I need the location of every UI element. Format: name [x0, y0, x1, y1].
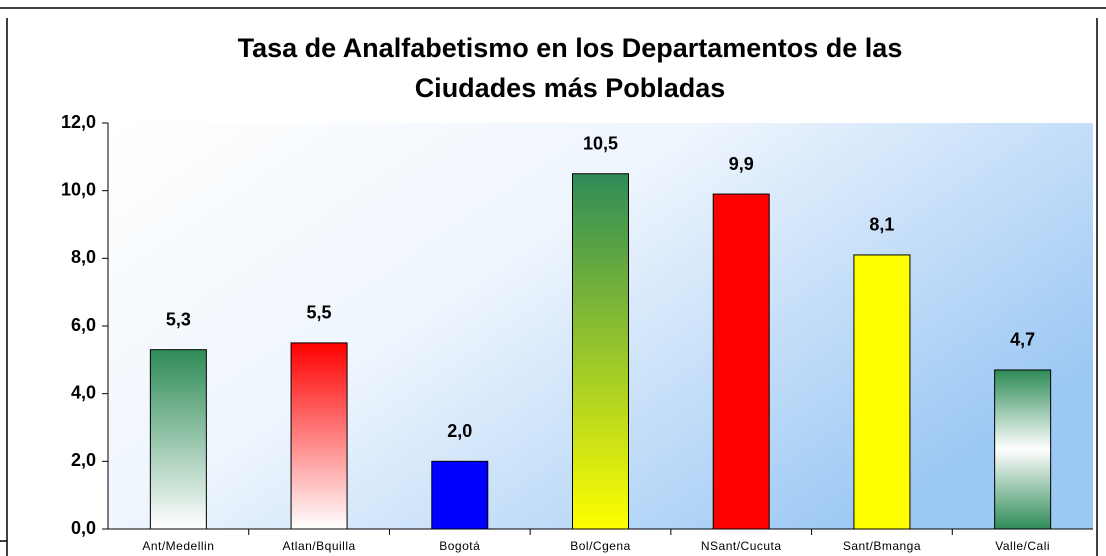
value-label: 5,3: [166, 309, 191, 329]
y-tick-label: 8,0: [71, 247, 96, 267]
value-label: 8,1: [869, 215, 894, 235]
y-tick-label: 4,0: [71, 382, 96, 402]
bar: [290, 342, 348, 530]
value-label: 5,5: [307, 303, 332, 323]
y-tick-label: 6,0: [71, 315, 96, 335]
bar: [572, 173, 629, 530]
value-label: 4,7: [1010, 330, 1035, 350]
x-tick-label: Ant/Medellin: [142, 539, 214, 553]
value-label: 9,9: [729, 154, 754, 174]
x-tick-label: Bogotá: [439, 539, 480, 553]
y-tick-label: 10,0: [61, 179, 96, 199]
bar: [853, 254, 911, 530]
bar: [149, 349, 207, 530]
chart-title: Ciudades más Pobladas: [415, 73, 726, 103]
bar: [994, 369, 1052, 530]
y-tick-label: 2,0: [71, 450, 96, 470]
bar: [431, 460, 489, 530]
y-tick-label: 12,0: [61, 112, 96, 132]
chart-title: Tasa de Analfabetismo en los Departament…: [238, 33, 903, 63]
value-label: 2,0: [447, 421, 472, 441]
x-tick-label: Valle/Cali: [995, 539, 1050, 553]
x-tick-label: Atlan/Bquilla: [282, 539, 355, 553]
y-tick-label: 0,0: [71, 518, 96, 538]
x-tick-label: Bol/Cgena: [570, 539, 631, 553]
value-label: 10,5: [583, 134, 618, 154]
x-tick-label: Sant/Bmanga: [843, 539, 921, 553]
bar: [712, 193, 770, 530]
x-tick-label: NSant/Cucuta: [701, 539, 782, 553]
